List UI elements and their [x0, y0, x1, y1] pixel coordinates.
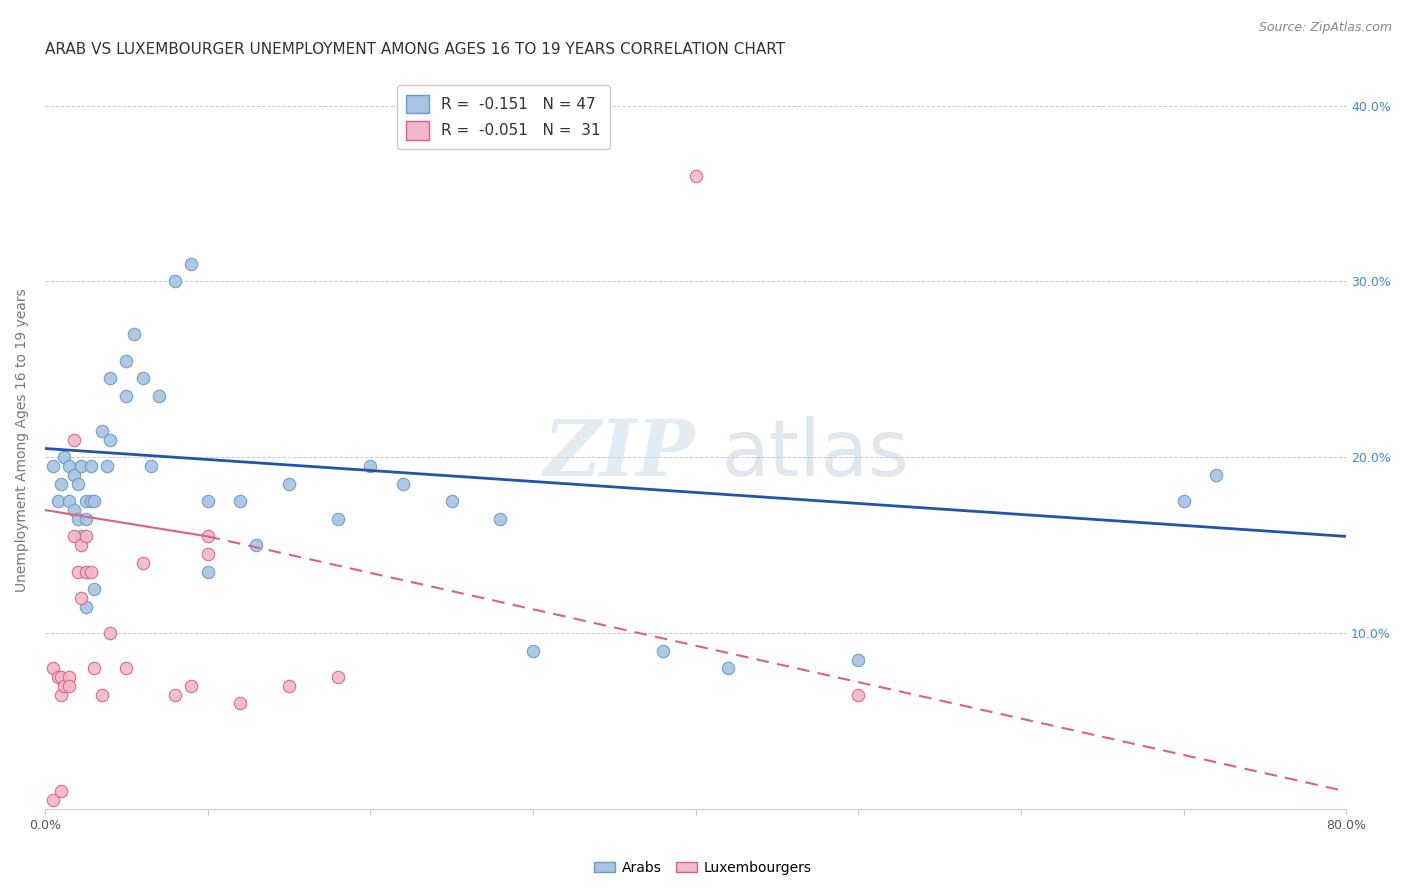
Point: [69, 529, 91, 543]
Point: [83, 494, 105, 508]
Text: ARAB VS LUXEMBOURGER UNEMPLOYMENT AMONG AGES 16 TO 19 YEARS CORRELATION CHART: ARAB VS LUXEMBOURGER UNEMPLOYMENT AMONG …: [45, 42, 785, 57]
Point: [278, 476, 301, 491]
Point: [440, 494, 463, 508]
Point: [63, 529, 86, 543]
Point: [359, 459, 381, 474]
Point: [63, 503, 86, 517]
Point: [75, 494, 97, 508]
Point: [51, 688, 73, 702]
Point: [42, 459, 65, 474]
Point: [278, 679, 301, 693]
Point: [522, 644, 544, 658]
Text: atlas: atlas: [721, 417, 910, 492]
Point: [51, 784, 73, 798]
Point: [69, 538, 91, 552]
Point: [98, 626, 121, 640]
Point: [46, 670, 69, 684]
Point: [75, 512, 97, 526]
Point: [90, 424, 112, 438]
Point: [53, 450, 76, 465]
Point: [131, 556, 153, 570]
Point: [245, 538, 267, 552]
Point: [165, 688, 187, 702]
Point: [69, 459, 91, 474]
Point: [1205, 467, 1227, 482]
Point: [58, 494, 80, 508]
Point: [66, 476, 89, 491]
Point: [51, 670, 73, 684]
Point: [131, 371, 153, 385]
Point: [489, 512, 512, 526]
Point: [652, 644, 675, 658]
Point: [392, 476, 415, 491]
Point: [717, 661, 740, 675]
Point: [197, 565, 219, 579]
Point: [1173, 494, 1195, 508]
Point: [148, 389, 170, 403]
Point: [846, 688, 869, 702]
Point: [115, 353, 138, 368]
Point: [75, 529, 97, 543]
Point: [98, 433, 121, 447]
Point: [197, 494, 219, 508]
Point: [98, 371, 121, 385]
Point: [685, 169, 707, 183]
Point: [229, 494, 252, 508]
Point: [846, 652, 869, 666]
Point: [42, 793, 65, 807]
Point: [83, 582, 105, 597]
Point: [229, 697, 252, 711]
Point: [79, 494, 101, 508]
Legend: Arabs, Luxembourgers: Arabs, Luxembourgers: [589, 855, 817, 880]
Point: [75, 565, 97, 579]
Point: [124, 327, 146, 342]
Legend: R =  -0.151   N = 47, R =  -0.051   N =  31: R = -0.151 N = 47, R = -0.051 N = 31: [396, 86, 610, 149]
Point: [326, 670, 349, 684]
Point: [180, 679, 202, 693]
Point: [46, 494, 69, 508]
Point: [165, 275, 187, 289]
Point: [75, 599, 97, 614]
Point: [90, 688, 112, 702]
Point: [66, 512, 89, 526]
Point: [326, 512, 349, 526]
Point: [66, 565, 89, 579]
Point: [53, 679, 76, 693]
Point: [58, 459, 80, 474]
Point: [58, 670, 80, 684]
Point: [83, 661, 105, 675]
Point: [63, 467, 86, 482]
Point: [197, 547, 219, 561]
Point: [96, 459, 118, 474]
Text: ZIP: ZIP: [544, 417, 696, 492]
Point: [115, 389, 138, 403]
Point: [51, 476, 73, 491]
Point: [180, 257, 202, 271]
Text: Source: ZipAtlas.com: Source: ZipAtlas.com: [1258, 21, 1392, 34]
Point: [63, 433, 86, 447]
Point: [58, 679, 80, 693]
Point: [115, 661, 138, 675]
Point: [79, 459, 101, 474]
Point: [197, 529, 219, 543]
Point: [79, 565, 101, 579]
Point: [139, 459, 162, 474]
Point: [42, 661, 65, 675]
Y-axis label: Unemployment Among Ages 16 to 19 years: Unemployment Among Ages 16 to 19 years: [15, 288, 30, 591]
Point: [69, 591, 91, 605]
